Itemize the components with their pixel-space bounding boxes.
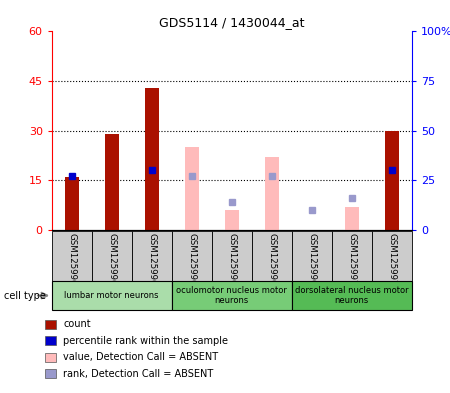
- Bar: [212, 231, 252, 281]
- Bar: [185, 147, 199, 230]
- Bar: [52, 281, 172, 310]
- Text: GSM1259967: GSM1259967: [227, 233, 236, 291]
- Title: GDS5114 / 1430044_at: GDS5114 / 1430044_at: [159, 16, 305, 29]
- Text: dorsolateral nucleus motor
neurons: dorsolateral nucleus motor neurons: [295, 286, 409, 305]
- Text: GSM1259966: GSM1259966: [187, 233, 196, 291]
- Bar: [105, 134, 119, 230]
- Bar: [172, 281, 292, 310]
- Bar: [145, 88, 159, 230]
- Bar: [252, 231, 292, 281]
- Bar: [292, 281, 412, 310]
- Text: GSM1259969: GSM1259969: [307, 233, 316, 291]
- Bar: [52, 231, 92, 281]
- Bar: [92, 231, 132, 281]
- Text: GSM1259971: GSM1259971: [387, 233, 396, 291]
- Bar: [265, 157, 279, 230]
- Text: rank, Detection Call = ABSENT: rank, Detection Call = ABSENT: [63, 369, 213, 379]
- Text: percentile rank within the sample: percentile rank within the sample: [63, 336, 228, 346]
- Text: value, Detection Call = ABSENT: value, Detection Call = ABSENT: [63, 352, 218, 362]
- Bar: [132, 231, 172, 281]
- Bar: [292, 231, 332, 281]
- Text: GSM1259965: GSM1259965: [147, 233, 156, 291]
- Text: cell type: cell type: [4, 290, 46, 301]
- Text: GSM1259968: GSM1259968: [267, 233, 276, 291]
- Text: lumbar motor neurons: lumbar motor neurons: [64, 291, 159, 300]
- Text: count: count: [63, 319, 90, 329]
- Bar: [172, 231, 212, 281]
- Text: GSM1259964: GSM1259964: [107, 233, 116, 291]
- Bar: [332, 231, 372, 281]
- Text: oculomotor nucleus motor
neurons: oculomotor nucleus motor neurons: [176, 286, 287, 305]
- Text: GSM1259963: GSM1259963: [67, 233, 76, 291]
- Text: GSM1259970: GSM1259970: [347, 233, 356, 291]
- Bar: [345, 207, 359, 230]
- Bar: [385, 130, 399, 230]
- Bar: [225, 210, 239, 230]
- Bar: [65, 177, 79, 230]
- Bar: [372, 231, 412, 281]
